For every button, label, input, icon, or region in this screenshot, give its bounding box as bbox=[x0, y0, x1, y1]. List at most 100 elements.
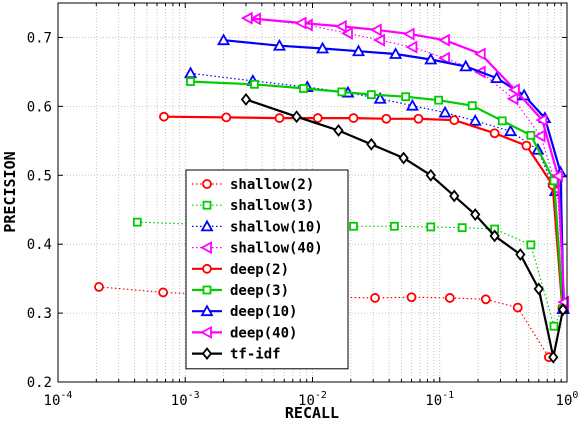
data-point bbox=[548, 350, 559, 364]
y-tick-label: 0.4 bbox=[27, 237, 52, 253]
data-point bbox=[349, 221, 358, 231]
data-point bbox=[401, 92, 411, 102]
y-tick-label: 0.5 bbox=[27, 168, 52, 184]
legend-label: tf-idf bbox=[230, 347, 281, 363]
data-point bbox=[240, 93, 252, 106]
data-point bbox=[294, 16, 307, 30]
series-line bbox=[223, 39, 565, 310]
data-point bbox=[467, 101, 477, 111]
data-point bbox=[506, 92, 519, 106]
data-point bbox=[381, 113, 392, 124]
x-tick-label: 10-1 bbox=[425, 390, 454, 409]
data-point bbox=[250, 79, 259, 89]
data-point bbox=[333, 124, 344, 137]
data-point bbox=[312, 113, 323, 123]
data-point bbox=[373, 91, 387, 104]
data-point bbox=[515, 248, 526, 261]
data-point bbox=[438, 105, 452, 118]
data-point bbox=[94, 282, 104, 292]
data-point bbox=[470, 208, 481, 221]
data-point bbox=[337, 87, 347, 97]
data-point bbox=[490, 71, 504, 84]
data-point bbox=[449, 115, 460, 126]
y-tick-label: 0.7 bbox=[27, 30, 52, 46]
data-point bbox=[406, 292, 417, 303]
data-point bbox=[438, 33, 450, 47]
legend-label: shallow(40) bbox=[230, 241, 323, 257]
legend-item: deep(10) bbox=[192, 304, 297, 320]
data-point bbox=[459, 59, 473, 72]
legend-item: deep(2) bbox=[192, 262, 289, 278]
legend-item: tf-idf bbox=[192, 347, 281, 363]
data-point bbox=[398, 151, 409, 165]
x-tick-label: 100 bbox=[556, 390, 579, 409]
data-point bbox=[426, 222, 436, 232]
legend-label: deep(2) bbox=[230, 262, 289, 278]
data-point bbox=[369, 23, 382, 37]
y-tick-label: 0.3 bbox=[27, 306, 52, 322]
data-point bbox=[352, 44, 366, 57]
data-point bbox=[512, 302, 523, 313]
data-point bbox=[504, 124, 518, 137]
legend-item: deep(3) bbox=[192, 283, 289, 299]
series-deep-3 bbox=[186, 77, 568, 314]
data-point bbox=[457, 223, 467, 233]
data-point bbox=[497, 116, 507, 126]
data-point bbox=[159, 111, 169, 122]
data-point bbox=[341, 26, 353, 40]
data-point bbox=[549, 321, 559, 331]
data-point bbox=[291, 110, 302, 124]
series-line bbox=[190, 72, 564, 310]
series-shallow-40 bbox=[249, 12, 570, 313]
data-point bbox=[200, 304, 214, 317]
data-point bbox=[413, 113, 424, 124]
x-axis-title: RECALL bbox=[285, 404, 339, 422]
data-point bbox=[424, 52, 438, 65]
legend-label: shallow(3) bbox=[230, 198, 314, 214]
data-point bbox=[425, 168, 436, 182]
x-tick-label: 10-2 bbox=[298, 390, 327, 409]
data-point bbox=[521, 140, 532, 151]
x-tick-label: 10-4 bbox=[44, 390, 73, 409]
data-point bbox=[480, 294, 491, 305]
legend-label: deep(10) bbox=[230, 304, 297, 320]
data-point bbox=[202, 263, 212, 274]
legend-item: shallow(3) bbox=[192, 198, 314, 214]
data-point bbox=[526, 240, 536, 250]
series-shallow-2 bbox=[94, 282, 554, 363]
data-point bbox=[489, 128, 500, 139]
series-deep-40 bbox=[240, 11, 570, 309]
data-point bbox=[402, 27, 415, 41]
data-point bbox=[200, 219, 214, 232]
data-point bbox=[217, 33, 231, 46]
data-point bbox=[389, 221, 399, 231]
data-point bbox=[373, 33, 386, 47]
x-tick-label: 10-3 bbox=[171, 390, 200, 409]
data-point bbox=[183, 66, 198, 79]
data-point bbox=[468, 113, 482, 126]
data-point bbox=[370, 293, 380, 303]
data-point bbox=[201, 347, 213, 361]
data-point bbox=[438, 51, 450, 65]
data-point bbox=[557, 303, 569, 317]
legend-label: deep(3) bbox=[230, 283, 289, 299]
series-line bbox=[190, 80, 565, 310]
data-point bbox=[551, 169, 563, 183]
y-tick-label: 0.2 bbox=[27, 375, 52, 391]
data-point bbox=[158, 287, 169, 298]
data-point bbox=[405, 40, 418, 54]
data-point bbox=[473, 47, 486, 61]
data-point bbox=[444, 293, 455, 303]
legend: shallow(2) shallow(3) shallow(10) shallow(4… bbox=[185, 169, 349, 370]
legend-item: shallow(10) bbox=[192, 219, 323, 235]
data-point bbox=[202, 200, 212, 210]
data-point bbox=[389, 47, 403, 59]
data-point bbox=[366, 90, 376, 100]
data-point bbox=[535, 113, 548, 127]
data-point bbox=[221, 112, 232, 123]
data-point bbox=[200, 241, 212, 255]
legend-item: deep(40) bbox=[192, 325, 297, 341]
data-point bbox=[405, 98, 419, 111]
y-axis-title: PRECISION bbox=[1, 151, 19, 232]
